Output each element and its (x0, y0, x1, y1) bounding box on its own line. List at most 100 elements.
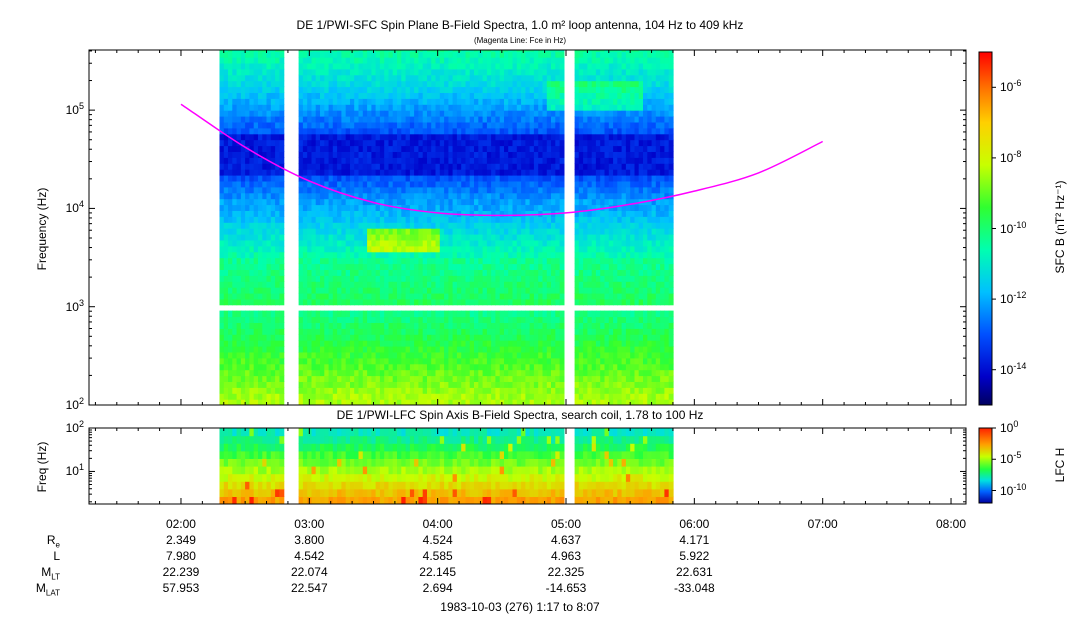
sfc-spectrogram-cell (258, 98, 263, 105)
sfc-spectrogram-cell (574, 245, 580, 253)
sfc-spectrogram-cell (422, 228, 428, 235)
sfc-spectrogram-cell (228, 57, 233, 64)
sfc-spectrogram-cell (266, 180, 272, 188)
sfc-spectrogram-cell (469, 133, 475, 141)
sfc-spectrogram-cell (427, 192, 432, 200)
sfc-spectrogram-cell (448, 51, 454, 58)
sfc-spectrogram-cell (245, 110, 250, 117)
sfc-spectrogram-cell (587, 92, 593, 99)
sfc-spectrogram-cell (555, 163, 561, 170)
sfc-spectrogram-cell (538, 104, 544, 111)
sfc-spectrogram-cell (219, 175, 225, 182)
sfc-spectrogram-cell (337, 334, 342, 341)
sfc-spectrogram-cell (583, 334, 588, 341)
sfc-spectrogram-cell (275, 127, 280, 135)
sfc-spectrogram-cell (350, 340, 355, 347)
sfc-spectrogram-cell (482, 216, 488, 223)
sfc-spectrogram-cell (435, 121, 441, 129)
sfc-spectrogram-cell (219, 145, 225, 152)
sfc-spectrogram-cell (456, 198, 462, 206)
sfc-spectrogram-cell (228, 257, 233, 265)
sfc-spectrogram-cell (232, 298, 238, 306)
sfc-spectrogram-cell (491, 245, 496, 253)
sfc-spectrogram-cell (546, 334, 552, 341)
sfc-spectrogram-cell (525, 204, 531, 211)
sfc-spectrogram-cell (418, 133, 424, 141)
sfc-spectrogram-cell (525, 245, 531, 253)
sfc-spectrogram-cell (452, 310, 458, 318)
sfc-spectrogram-cell (219, 239, 225, 247)
sfc-spectrogram-cell (482, 133, 488, 141)
sfc-spectrogram-cell (270, 163, 276, 170)
sfc-spectrogram-cell (358, 133, 364, 141)
sfc-spectrogram-cell (461, 387, 467, 394)
sfc-spectrogram-cell (474, 399, 479, 405)
sfc-spectrogram-cell (262, 163, 268, 170)
sfc-spectrogram-cell (236, 198, 242, 206)
sfc-spectrogram-cell (546, 316, 552, 323)
sfc-spectrogram-cell (435, 110, 441, 117)
sfc-spectrogram-cell (469, 281, 475, 288)
sfc-spectrogram-cell (482, 334, 488, 341)
sfc-spectrogram-cell (418, 310, 424, 318)
sfc-spectrogram-cell (435, 234, 441, 241)
sfc-spectrogram-cell (358, 393, 364, 400)
sfc-spectrogram-cell (508, 281, 514, 288)
sfc-spectrogram-cell (439, 234, 445, 241)
sfc-spectrogram-cell (559, 357, 565, 365)
sfc-spectrogram-cell (245, 310, 250, 318)
sfc-spectrogram-cell (266, 110, 272, 117)
sfc-spectrogram-cell (559, 121, 565, 129)
sfc-spectrogram-cell (600, 375, 606, 382)
sfc-spectrogram-cell (401, 275, 407, 282)
sfc-spectrogram-cell (546, 281, 552, 288)
sfc-spectrogram-cell (362, 110, 368, 117)
sfc-spectrogram-cell (465, 310, 471, 318)
sfc-spectrogram-cell (486, 328, 492, 335)
sfc-spectrogram-cell (270, 50, 276, 52)
sfc-spectrogram-cell (478, 287, 484, 294)
sfc-spectrogram-cell (302, 245, 308, 253)
sfc-spectrogram-cell (253, 157, 259, 164)
sfc-spectrogram-cell (508, 228, 514, 235)
sfc-spectrogram-cell (375, 62, 381, 70)
sfc-spectrogram-cell (546, 222, 552, 229)
sfc-spectrogram-cell (354, 292, 360, 300)
sfc-spectrogram-cell (350, 121, 355, 129)
sfc-spectrogram-cell (456, 222, 462, 229)
sfc-spectrogram-cell (371, 340, 377, 347)
sfc-spectrogram-cell (328, 340, 334, 347)
sfc-spectrogram-cell (388, 381, 394, 388)
sfc-spectrogram-cell (508, 133, 514, 141)
sfc-spectrogram-cell (375, 98, 381, 105)
sfc-spectrogram-cell (328, 222, 334, 229)
sfc-spectrogram-cell (240, 239, 246, 247)
sfc-spectrogram-cell (405, 51, 411, 58)
sfc-spectrogram-cell (574, 316, 580, 323)
sfc-spectrogram-cell (358, 192, 364, 200)
sfc-spectrogram-cell (578, 234, 584, 241)
sfc-spectrogram-cell (388, 292, 394, 300)
sfc-spectrogram-cell (482, 375, 488, 382)
sfc-spectrogram-cell (533, 204, 539, 211)
sfc-spectrogram-cell (236, 163, 242, 170)
sfc-spectrogram-cell (388, 222, 394, 229)
sfc-spectrogram-cell (401, 216, 407, 223)
sfc-spectrogram-cell (495, 387, 501, 394)
sfc-spectrogram-cell (456, 375, 462, 382)
sfc-spectrogram-cell (444, 234, 449, 241)
sfc-spectrogram-cell (392, 375, 398, 382)
sfc-spectrogram-cell (337, 186, 342, 194)
sfc-spectrogram-cell (266, 175, 272, 182)
sfc-spectrogram-cell (529, 98, 535, 105)
sfc-spectrogram-cell (414, 310, 419, 318)
sfc-spectrogram-cell (401, 98, 407, 105)
sfc-spectrogram-cell (533, 192, 539, 200)
sfc-spectrogram-cell (371, 62, 377, 70)
sfc-spectrogram-cell (529, 198, 535, 206)
sfc-spectrogram-cell (324, 257, 330, 265)
sfc-spectrogram-cell (228, 145, 233, 152)
sfc-spectrogram-cell (253, 222, 259, 229)
sfc-spectrogram-cell (452, 145, 458, 152)
sfc-spectrogram-cell (525, 287, 531, 294)
